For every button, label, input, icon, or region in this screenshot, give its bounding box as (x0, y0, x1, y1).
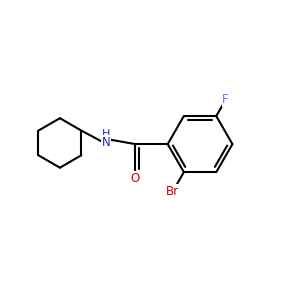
Text: N: N (101, 136, 110, 149)
Text: F: F (222, 93, 229, 106)
Text: O: O (131, 172, 140, 185)
Text: Br: Br (166, 185, 179, 198)
Text: H: H (102, 129, 110, 139)
